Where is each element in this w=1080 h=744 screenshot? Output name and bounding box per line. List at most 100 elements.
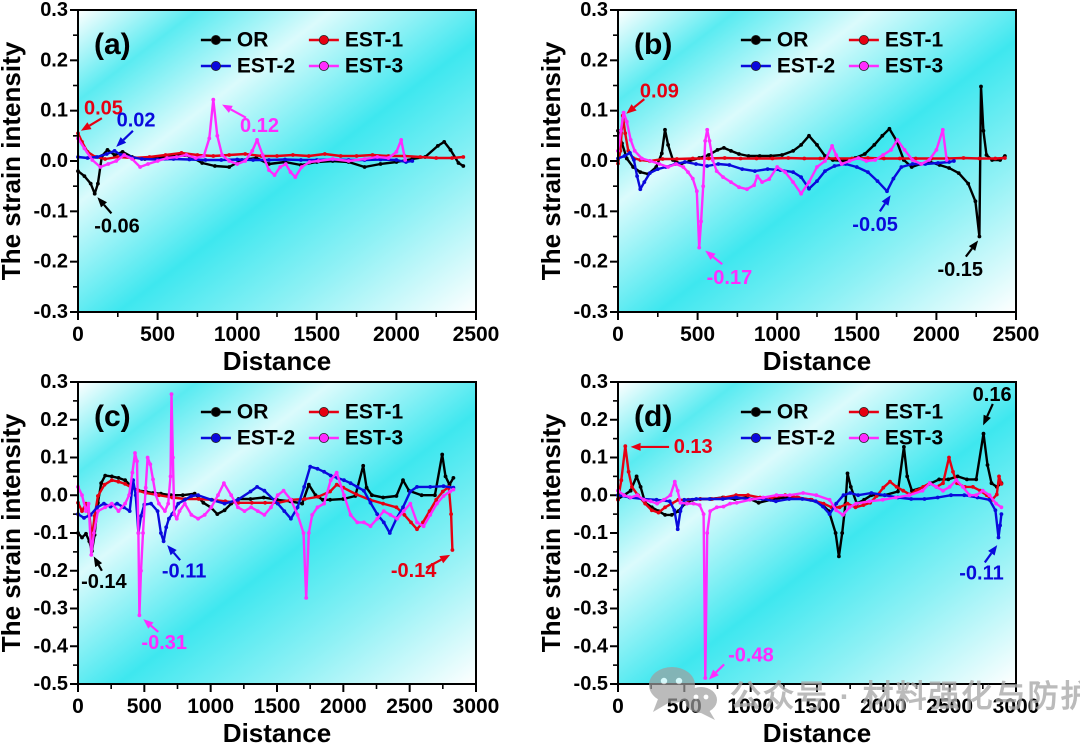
annotation-arrow-line	[88, 117, 103, 127]
data-point	[222, 481, 226, 486]
data-point	[624, 119, 629, 124]
data-point	[815, 179, 819, 184]
x-tick-label: 0	[72, 695, 84, 718]
legend-label: EST-3	[345, 55, 403, 78]
data-point	[760, 180, 764, 185]
data-point	[623, 131, 628, 136]
data-point	[116, 479, 121, 484]
data-point	[394, 150, 399, 154]
data-point	[737, 152, 741, 156]
data-point	[628, 138, 633, 142]
annotation-arrow-line	[712, 255, 723, 266]
data-point	[299, 165, 304, 169]
x-axis-title: Distance	[223, 346, 331, 372]
data-point	[685, 501, 689, 506]
data-point	[269, 505, 273, 510]
data-point	[434, 497, 439, 502]
data-point	[987, 497, 992, 502]
panel-label: (a)	[94, 28, 131, 61]
data-point	[449, 512, 453, 516]
legend-marker	[210, 35, 221, 46]
data-point	[678, 500, 683, 505]
data-point	[370, 153, 375, 157]
data-point	[999, 512, 1004, 516]
data-point	[112, 153, 117, 157]
data-point	[139, 568, 143, 573]
data-point	[715, 148, 720, 152]
data-point	[295, 513, 300, 517]
data-point	[966, 181, 971, 186]
data-point	[151, 477, 155, 482]
y-axis-title: The strain intensity	[0, 41, 26, 280]
y-tick-label: -0.2	[574, 251, 608, 273]
data-point	[659, 151, 664, 156]
data-point	[441, 484, 446, 489]
data-point	[848, 491, 853, 495]
data-point	[703, 139, 708, 143]
data-point	[435, 501, 439, 506]
annotation-arrow-head	[630, 442, 641, 451]
data-point	[1003, 156, 1007, 160]
annotation-text: -0.48	[728, 645, 774, 667]
data-point	[881, 485, 886, 490]
annotation-arrow-head	[143, 619, 154, 629]
data-point	[791, 149, 795, 153]
data-point	[853, 505, 858, 510]
legend-label: EST-2	[237, 55, 295, 78]
series-est-3	[616, 110, 949, 250]
annotation: -0.14	[391, 554, 451, 582]
data-point	[880, 497, 885, 502]
series-est-3	[76, 97, 408, 180]
data-point	[910, 158, 915, 162]
data-point	[316, 494, 320, 499]
data-point	[791, 170, 795, 175]
data-point	[927, 481, 932, 486]
data-point	[675, 157, 679, 161]
data-point	[272, 173, 277, 178]
legend-label: EST-3	[885, 55, 943, 78]
data-point	[222, 508, 227, 513]
annotation: -0.11	[162, 545, 206, 583]
legend: OR EST-1 EST-2 EST-3	[740, 29, 944, 78]
data-point	[694, 497, 699, 501]
annotation-arrow-head	[626, 104, 637, 114]
data-point	[362, 520, 366, 525]
data-point	[622, 493, 626, 498]
y-tick-label: -0.1	[34, 200, 68, 222]
data-point	[827, 497, 832, 502]
data-point	[189, 513, 194, 517]
data-point	[940, 127, 945, 132]
data-point	[103, 505, 108, 510]
legend-label: EST-3	[345, 427, 403, 450]
data-point	[123, 478, 127, 483]
data-point	[130, 470, 135, 475]
data-point	[621, 110, 626, 115]
data-point	[441, 494, 446, 498]
data-point	[864, 159, 869, 163]
data-point	[690, 176, 695, 181]
data-point	[428, 513, 433, 517]
data-point	[813, 499, 818, 504]
data-point	[619, 128, 623, 133]
data-point	[450, 548, 455, 552]
data-point	[165, 156, 170, 160]
data-point	[80, 535, 84, 540]
legend: OR EST-1 EST-2 EST-3	[740, 401, 944, 450]
annotation-text: 0.02	[117, 110, 156, 132]
annotation-text: 0.05	[84, 98, 123, 120]
data-point	[947, 455, 951, 460]
data-point	[301, 531, 306, 535]
data-point	[707, 139, 712, 143]
data-point	[944, 158, 949, 162]
series-est-3	[616, 478, 1004, 680]
axes: -0.3 -0.2 -0.1 0.0 0.1 0.2 0.3 0 500 1000 1500 2000…	[574, 0, 1040, 346]
data-point	[243, 152, 248, 156]
data-point	[721, 175, 725, 180]
data-point	[993, 156, 998, 161]
data-point	[85, 156, 90, 160]
data-point	[96, 181, 100, 186]
annotation-arrow-line	[878, 202, 886, 212]
data-point	[989, 481, 994, 486]
y-tick-label: 0.3	[40, 0, 68, 21]
